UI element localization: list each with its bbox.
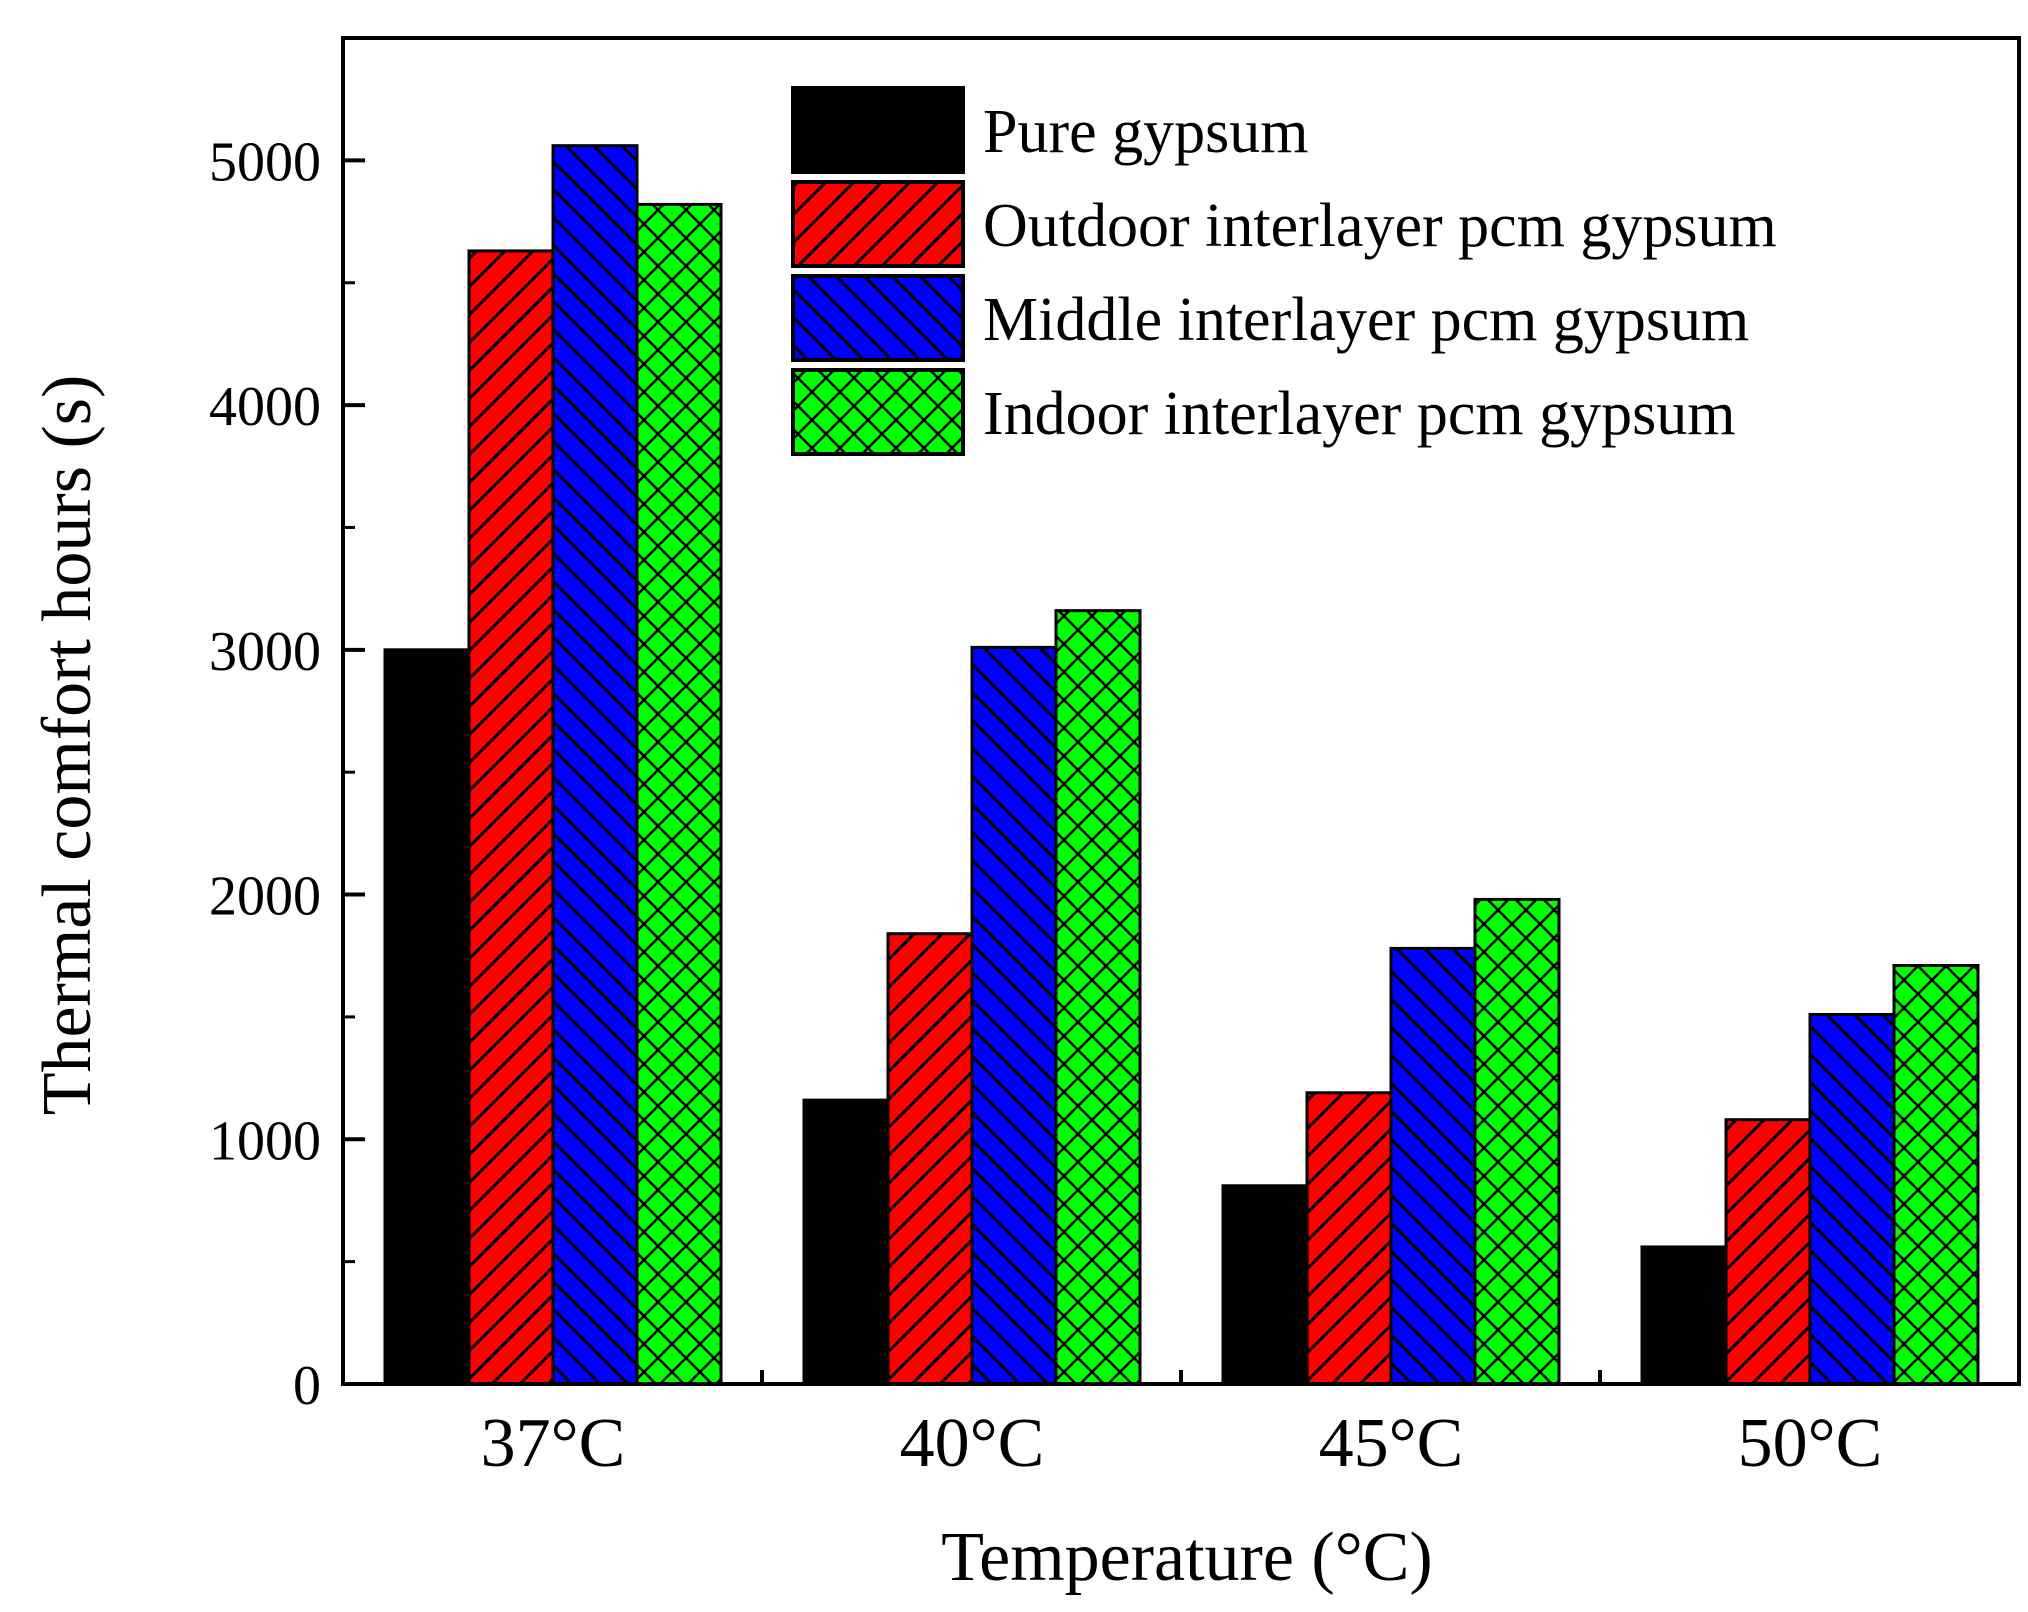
- bar-1-0: [467, 249, 555, 1386]
- x-tick-label-1: 40°C: [900, 1405, 1045, 1482]
- legend-swatch-2: [791, 274, 965, 362]
- x-tick-label-2: 45°C: [1319, 1405, 1464, 1482]
- y-axis-title: Thermal comfort hours (s): [29, 375, 106, 1116]
- y-tick-label-0: 0: [293, 1355, 321, 1417]
- y-tick-label-3: 3000: [209, 621, 321, 683]
- bar-0-0: [383, 648, 471, 1386]
- bar-2-0: [551, 144, 639, 1386]
- y-tick-label-5: 5000: [209, 131, 321, 193]
- bar-0-3: [1640, 1245, 1728, 1386]
- bar-2-3: [1808, 1012, 1896, 1386]
- bar-0-1: [802, 1098, 890, 1386]
- x-axis-title: Temperature (°C): [941, 1519, 1432, 1596]
- bar-0-2: [1221, 1184, 1309, 1386]
- bar-3-1: [1054, 609, 1142, 1386]
- bar-3-3: [1892, 964, 1980, 1386]
- legend-label-0: Pure gypsum: [983, 98, 1309, 166]
- bar-2-2: [1389, 946, 1477, 1386]
- y-tick-label-1: 1000: [209, 1110, 321, 1172]
- x-tick-label-3: 50°C: [1738, 1405, 1883, 1482]
- x-tick-label-0: 37°C: [481, 1405, 626, 1482]
- legend-swatch-0: [791, 86, 965, 174]
- bar-3-2: [1473, 897, 1561, 1386]
- bar-1-3: [1724, 1118, 1812, 1386]
- bar-2-1: [970, 645, 1058, 1386]
- y-tick-label-2: 2000: [209, 866, 321, 928]
- legend-swatch-3: [791, 368, 965, 456]
- bar-3-0: [635, 202, 723, 1386]
- legend: Pure gypsum Outdoor interlayer pcm gypsum…: [791, 86, 1777, 456]
- legend-label-1: Outdoor interlayer pcm gypsum: [983, 192, 1777, 260]
- ticks-group: 0 1000 2000 3000 4000 5000 37°C 40°C 45°C 50°C: [209, 36, 1883, 1482]
- legend-swatch-1: [791, 180, 965, 268]
- legend-label-3: Indoor interlayer pcm gypsum: [983, 380, 1735, 448]
- legend-label-2: Middle interlayer pcm gypsum: [983, 286, 1749, 354]
- bar-1-2: [1305, 1091, 1393, 1386]
- bar-1-1: [886, 932, 974, 1386]
- y-tick-label-4: 4000: [209, 376, 321, 438]
